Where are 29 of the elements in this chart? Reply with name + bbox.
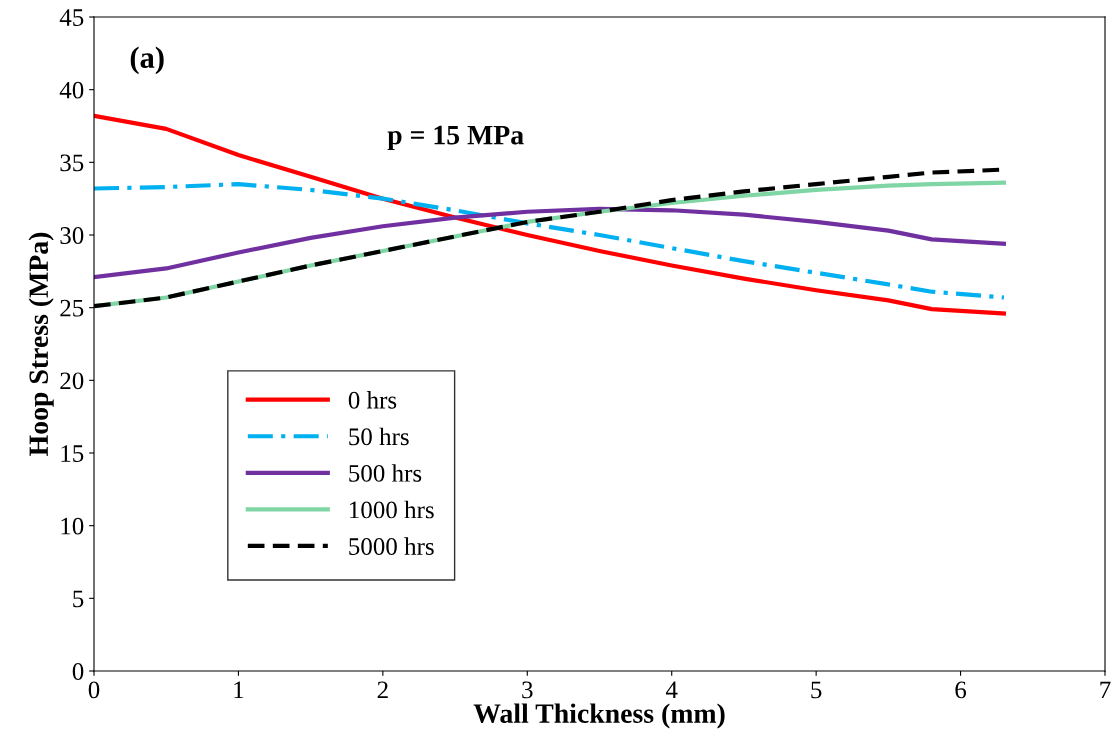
y-tick-label: 30 — [60, 227, 84, 244]
y-tick-label: 45 — [59, 9, 84, 26]
legend-label: 0 hrs — [348, 391, 397, 409]
x-tick-label: 4 — [665, 681, 678, 699]
y-tick-label: 35 — [60, 154, 84, 172]
annotation: p = 15 MPa — [387, 125, 524, 151]
x-tick-label: 5 — [811, 681, 822, 699]
x-tick-label: 6 — [955, 681, 967, 699]
x-tick-label: 3 — [522, 681, 533, 699]
legend-label: 500 hrs — [349, 464, 422, 482]
legend-label: 50 hrs — [349, 427, 409, 446]
line-series — [94, 113, 1006, 316]
legend-label: 5000 hrs — [349, 537, 434, 555]
y-tick-label: 20 — [60, 372, 84, 390]
x-tick-label: 0 — [88, 681, 100, 699]
annotation: (a) — [130, 46, 164, 75]
x-tick-label: 1 — [234, 681, 244, 699]
x-tick-label: 7 — [1100, 681, 1111, 699]
x-tick-label: 2 — [377, 681, 388, 699]
y-tick-label: 10 — [61, 517, 84, 535]
y-tick-label: 0 — [72, 663, 84, 680]
y-tick-label: 5 — [73, 590, 84, 608]
legend-label: 1000 hrs — [350, 500, 434, 519]
y-tick-label: 40 — [59, 81, 84, 99]
y-axis-title: Hoop Stress (MPa) — [28, 232, 54, 456]
x-axis-title: Wall Thickness (mm) — [473, 703, 725, 729]
y-tick-label: 25 — [60, 299, 84, 317]
y-tick-label: 15 — [61, 445, 84, 462]
line-series — [94, 206, 1006, 280]
